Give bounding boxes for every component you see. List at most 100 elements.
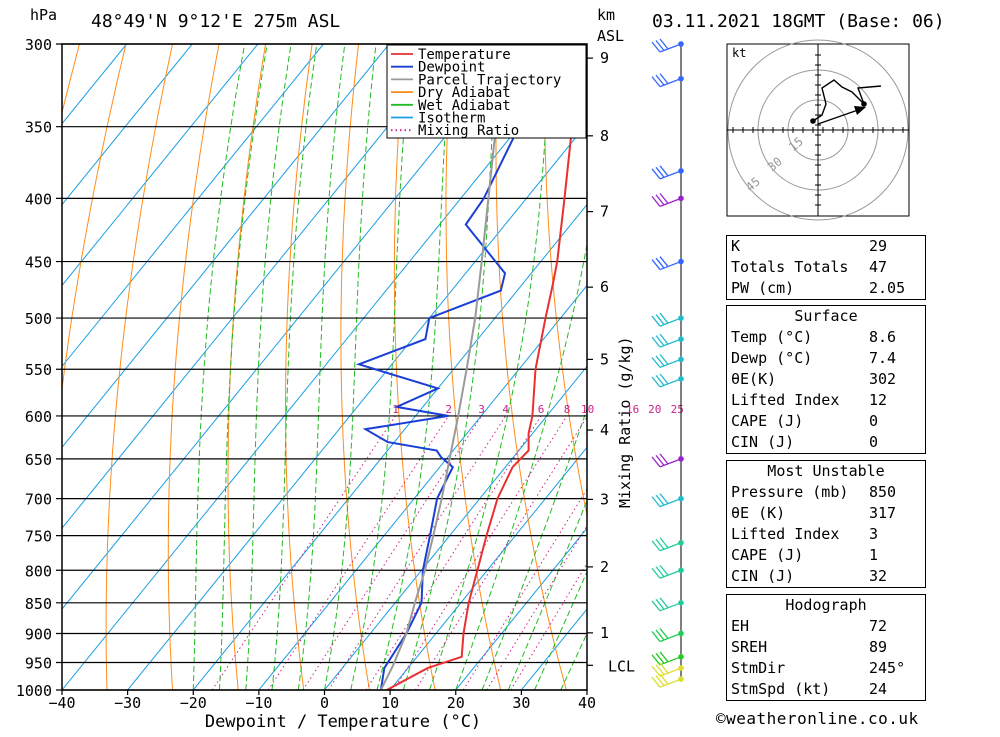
- mixing-ratio-label: 1: [392, 403, 399, 416]
- km-tick-label: 7: [600, 203, 609, 221]
- index-value: 7.4: [865, 348, 926, 369]
- index-value: 0: [865, 432, 926, 454]
- index-value: 0: [865, 411, 926, 432]
- index-row: θE(K)302: [727, 369, 926, 390]
- index-row: Temp (°C)8.6: [727, 327, 926, 348]
- datetime-title: 03.11.2021 18GMT (Base: 06): [652, 11, 945, 32]
- index-label: SREH: [727, 637, 866, 658]
- index-label: Totals Totals: [727, 257, 866, 278]
- wind-barb-staff: [660, 171, 681, 179]
- wet-adiabat-line: [351, 44, 411, 690]
- wind-barb-icon: [652, 334, 681, 347]
- hodograph-start-dot: [810, 118, 816, 124]
- mixing-ratio-axis-title: Mixing Ratio (g/kg): [616, 336, 634, 508]
- hodograph-end-dot: [861, 101, 867, 107]
- index-label: PW (cm): [727, 278, 866, 300]
- pressure-tick-label: 350: [25, 119, 52, 137]
- dry-adiabat-line: [496, 44, 566, 690]
- x-tick-label: 0: [320, 694, 329, 712]
- index-row: Dewp (°C)7.4: [727, 348, 926, 369]
- credit-text: ©weatheronline.co.uk: [716, 709, 919, 728]
- hodograph-unit-label: kt: [732, 46, 746, 60]
- pressure-tick-label: 300: [25, 36, 52, 54]
- wind-barb-icon: [652, 313, 681, 326]
- section-title-text: Hodograph: [727, 595, 926, 617]
- index-value: 32: [865, 566, 926, 588]
- hpa-unit-label: hPa: [30, 6, 57, 24]
- wind-barb-icon: [652, 74, 681, 87]
- pressure-tick-label: 600: [25, 408, 52, 426]
- wind-barb-staff: [660, 459, 681, 467]
- km-tick-label: 8: [600, 127, 609, 145]
- mixing-ratio-line: [329, 416, 506, 690]
- x-tick-label: 20: [447, 694, 465, 712]
- km-unit-label: km: [597, 6, 615, 24]
- index-label: θE (K): [727, 503, 866, 524]
- pressure-tick-label: 1000: [16, 682, 52, 700]
- pressure-tick-label: 550: [25, 361, 52, 379]
- wind-barb-staff: [660, 657, 681, 665]
- index-value: 3: [865, 524, 926, 545]
- wind-barb-icon: [652, 354, 681, 367]
- index-row: θE (K)317: [727, 503, 926, 524]
- temperature-line: [387, 44, 583, 690]
- section-title-text: Surface: [727, 306, 926, 328]
- index-label: CIN (J): [727, 566, 866, 588]
- index-row: CAPE (J)1: [727, 545, 926, 566]
- isotherm-line: [0, 44, 455, 690]
- index-label: Temp (°C): [727, 327, 866, 348]
- index-label: Dewp (°C): [727, 348, 866, 369]
- index-value: 245°: [865, 658, 926, 679]
- x-tick-label: 30: [512, 694, 530, 712]
- location-title: 48°49'N 9°12'E 275m ASL: [91, 11, 340, 32]
- wind-barb-icon: [652, 598, 681, 611]
- legend-label: Mixing Ratio: [418, 123, 519, 139]
- mixing-ratio-label: 3: [478, 403, 485, 416]
- x-tick-label: −30: [114, 694, 141, 712]
- wind-barb-icon: [652, 674, 681, 687]
- mixing-ratio-line: [394, 416, 568, 690]
- isotherm-line: [259, 44, 783, 690]
- wind-barb-staff: [660, 570, 681, 578]
- wind-barb-staff: [660, 679, 681, 687]
- km-tick-label: 6: [600, 278, 609, 296]
- index-label: CAPE (J): [727, 545, 866, 566]
- index-row: CIN (J)0: [727, 432, 926, 454]
- isotherm-line: [0, 44, 389, 690]
- index-label: Lifted Index: [727, 524, 866, 545]
- wind-barb-staff: [660, 44, 681, 52]
- wind-barb-staff: [660, 603, 681, 611]
- x-tick-label: −20: [180, 694, 207, 712]
- mixing-ratio-label: 10: [581, 403, 594, 416]
- mixing-ratio-line: [366, 416, 541, 690]
- dry-adiabat-line: [286, 44, 313, 690]
- pressure-tick-label: 950: [25, 654, 52, 672]
- index-label: StmSpd (kt): [727, 679, 866, 701]
- mixing-ratio-label: 2: [445, 403, 452, 416]
- section-title-text: Most Unstable: [727, 461, 926, 483]
- wind-barb-staff: [660, 359, 681, 367]
- index-label: θE(K): [727, 369, 866, 390]
- index-row: CIN (J)32: [727, 566, 926, 588]
- index-value: 1: [865, 545, 926, 566]
- dry-adiabat-line: [446, 44, 501, 690]
- dry-adiabat-line: [106, 44, 172, 690]
- wind-barb-icon: [652, 39, 681, 52]
- pressure-tick-label: 900: [25, 625, 52, 643]
- index-value: 2.05: [865, 278, 926, 300]
- isotherm-line: [128, 44, 652, 690]
- table-section-title: Most Unstable: [727, 461, 926, 483]
- wind-barb-staff: [660, 318, 681, 326]
- wind-barb-icon: [652, 257, 681, 270]
- isotherm-line: [62, 44, 586, 690]
- mixing-ratio-label: 8: [564, 403, 571, 416]
- index-row: PW (cm)2.05: [727, 278, 926, 300]
- wind-barb-icon: [652, 565, 681, 578]
- km-tick-label: 9: [600, 49, 609, 67]
